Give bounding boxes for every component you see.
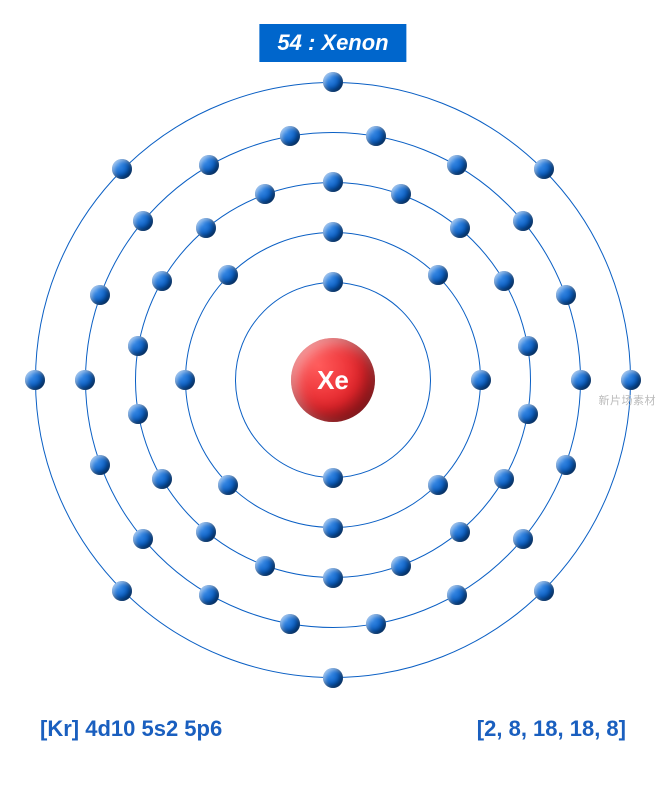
- electron-shell3-2: [391, 184, 411, 204]
- atom-diagram: Xe: [23, 70, 643, 690]
- electron-shell4-8: [447, 585, 467, 605]
- electron-shell5-8: [112, 159, 132, 179]
- electron-shell3-16: [152, 271, 172, 291]
- electron-shell2-8: [218, 265, 238, 285]
- nucleus: Xe: [291, 338, 375, 422]
- electron-shell4-6: [556, 455, 576, 475]
- electron-shell3-13: [152, 469, 172, 489]
- electron-shell3-8: [450, 522, 470, 542]
- electron-shell4-18: [280, 126, 300, 146]
- shell-counts-label: [2, 8, 18, 18, 8]: [477, 716, 626, 742]
- electron-shell3-6: [518, 404, 538, 424]
- electron-shell4-14: [75, 370, 95, 390]
- electron-shell4-16: [133, 211, 153, 231]
- watermark-text: 新片场素材: [599, 392, 657, 408]
- electron-shell1-2: [323, 468, 343, 488]
- electron-shell5-3: [621, 370, 641, 390]
- electron-shell1-1: [323, 272, 343, 292]
- electron-shell5-4: [534, 581, 554, 601]
- electron-shell4-1: [366, 126, 386, 146]
- electron-shell3-12: [196, 522, 216, 542]
- electron-shell4-15: [90, 285, 110, 305]
- electron-shell5-6: [112, 581, 132, 601]
- electron-shell3-17: [196, 218, 216, 238]
- electron-shell4-9: [366, 614, 386, 634]
- electron-shell4-13: [90, 455, 110, 475]
- electron-shell3-14: [128, 404, 148, 424]
- electron-shell4-2: [447, 155, 467, 175]
- electron-shell3-7: [494, 469, 514, 489]
- electron-shell4-7: [513, 529, 533, 549]
- electron-shell3-3: [450, 218, 470, 238]
- electron-shell3-9: [391, 556, 411, 576]
- electron-shell5-1: [323, 72, 343, 92]
- electron-shell2-1: [323, 222, 343, 242]
- electron-shell4-11: [199, 585, 219, 605]
- electron-shell4-10: [280, 614, 300, 634]
- electron-shell3-1: [323, 172, 343, 192]
- electron-shell2-6: [218, 475, 238, 495]
- title-badge: 54 : Xenon: [259, 24, 406, 62]
- electron-shell5-5: [323, 668, 343, 688]
- electron-shell4-4: [556, 285, 576, 305]
- nucleus-symbol: Xe: [317, 365, 349, 396]
- electron-shell4-12: [133, 529, 153, 549]
- electron-shell3-5: [518, 336, 538, 356]
- electron-shell2-2: [428, 265, 448, 285]
- electron-shell4-17: [199, 155, 219, 175]
- electron-shell3-18: [255, 184, 275, 204]
- electron-shell5-7: [25, 370, 45, 390]
- electron-shell3-4: [494, 271, 514, 291]
- electron-shell4-5: [571, 370, 591, 390]
- electron-shell4-3: [513, 211, 533, 231]
- electron-shell2-3: [471, 370, 491, 390]
- electron-shell3-11: [255, 556, 275, 576]
- electron-shell2-5: [323, 518, 343, 538]
- electron-shell3-10: [323, 568, 343, 588]
- electron-shell3-15: [128, 336, 148, 356]
- electron-config-label: [Kr] 4d10 5s2 5p6: [40, 716, 222, 742]
- electron-shell5-2: [534, 159, 554, 179]
- electron-shell2-7: [175, 370, 195, 390]
- electron-shell2-4: [428, 475, 448, 495]
